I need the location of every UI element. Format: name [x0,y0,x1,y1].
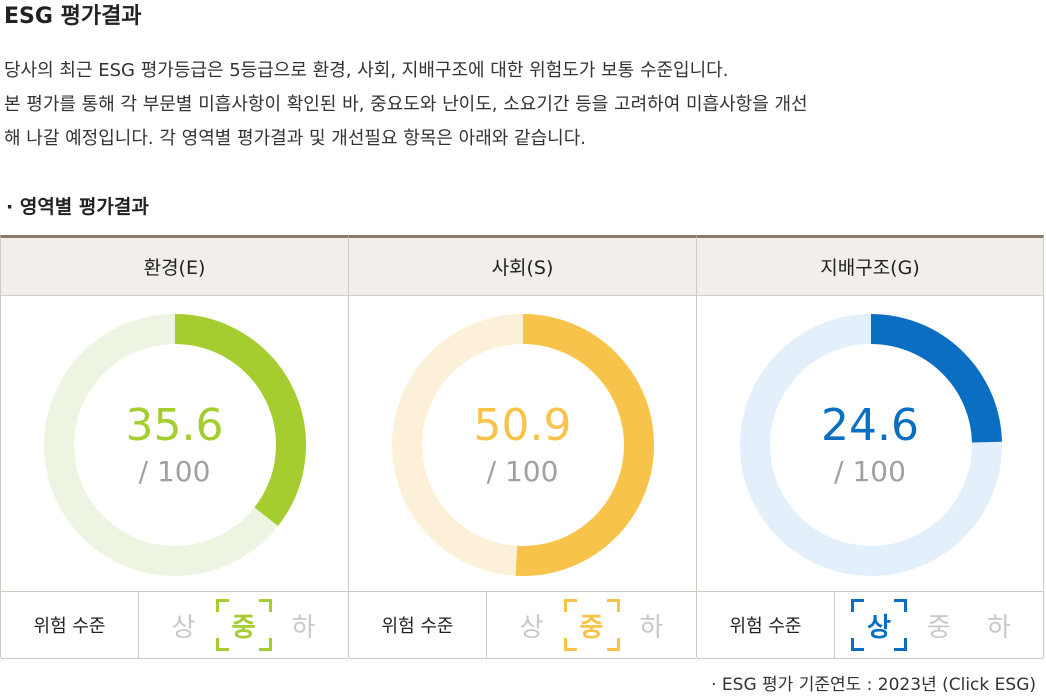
section-title: · 영역별 평가결과 [6,196,149,218]
score-max: / 100 [486,455,559,488]
risk-level-low: 하 [987,612,1011,643]
risk-level-medium: 중 [563,599,620,651]
donut-value-arc [870,314,1002,443]
risk-level-low: 하 [291,612,316,643]
risk-row: 위험 수준 상 중 하 [1,591,348,659]
intro-line: 당사의 최근 ESG 평가등급은 5등급으로 환경, 사회, 지배구조에 대한 … [4,60,729,81]
page-title: ESG 평가결과 [4,4,142,29]
risk-level-high: 상 [851,599,907,651]
category-header: 환경(E) [1,238,348,296]
donut-value-arc [515,314,654,576]
risk-levels: 상 중 하 [487,592,696,658]
results-table: 환경(E) 35.6 / 100 위험 수준 상 중 하 사회(S) 50.9 … [0,235,1044,659]
risk-level-low: 하 [639,612,664,643]
score-value: 50.9 [473,400,572,451]
score-value: 35.6 [125,400,224,451]
donut-value-arc [174,314,306,526]
risk-label: 위험 수준 [349,592,487,658]
score-max: / 100 [834,455,906,488]
score-donut: 50.9 / 100 [349,298,696,591]
score-donut: 35.6 / 100 [1,298,348,591]
category-governance: 지배구조(G) 24.6 / 100 위험 수준 상 중 하 [696,235,1044,659]
risk-levels: 상 중 하 [835,592,1043,658]
risk-row: 위험 수준 상 중 하 [349,591,696,659]
risk-label: 위험 수준 [1,592,139,658]
risk-levels: 상 중 하 [139,592,348,658]
donut-chart [392,314,654,576]
score-donut: 24.6 / 100 [697,298,1043,591]
donut-chart [44,314,306,576]
intro-line: 해 나갈 예정입니다. 각 영역별 평가결과 및 개선필요 항목은 아래와 같습… [4,128,587,149]
risk-level-high: 상 [519,612,544,643]
footnote: · ESG 평가 기준연도 : 2023년 (Click ESG) [711,675,1036,695]
category-social: 사회(S) 50.9 / 100 위험 수준 상 중 하 [348,235,696,659]
intro-line: 본 평가를 통해 각 부문별 미흡사항이 확인된 바, 중요도와 난이도, 소요… [4,94,808,115]
risk-label: 위험 수준 [697,592,835,658]
score-max: / 100 [138,455,211,488]
risk-level-medium: 중 [215,599,272,651]
risk-level-medium: 중 [927,612,951,643]
risk-row: 위험 수준 상 중 하 [697,591,1043,659]
category-header: 사회(S) [349,238,696,296]
category-environment: 환경(E) 35.6 / 100 위험 수준 상 중 하 [0,235,348,659]
category-header: 지배구조(G) [697,238,1043,296]
intro-text: 당사의 최근 ESG 평가등급은 5등급으로 환경, 사회, 지배구조에 대한 … [4,54,808,156]
risk-level-high: 상 [171,612,196,643]
score-value: 24.6 [821,400,919,451]
donut-chart [740,314,1002,576]
